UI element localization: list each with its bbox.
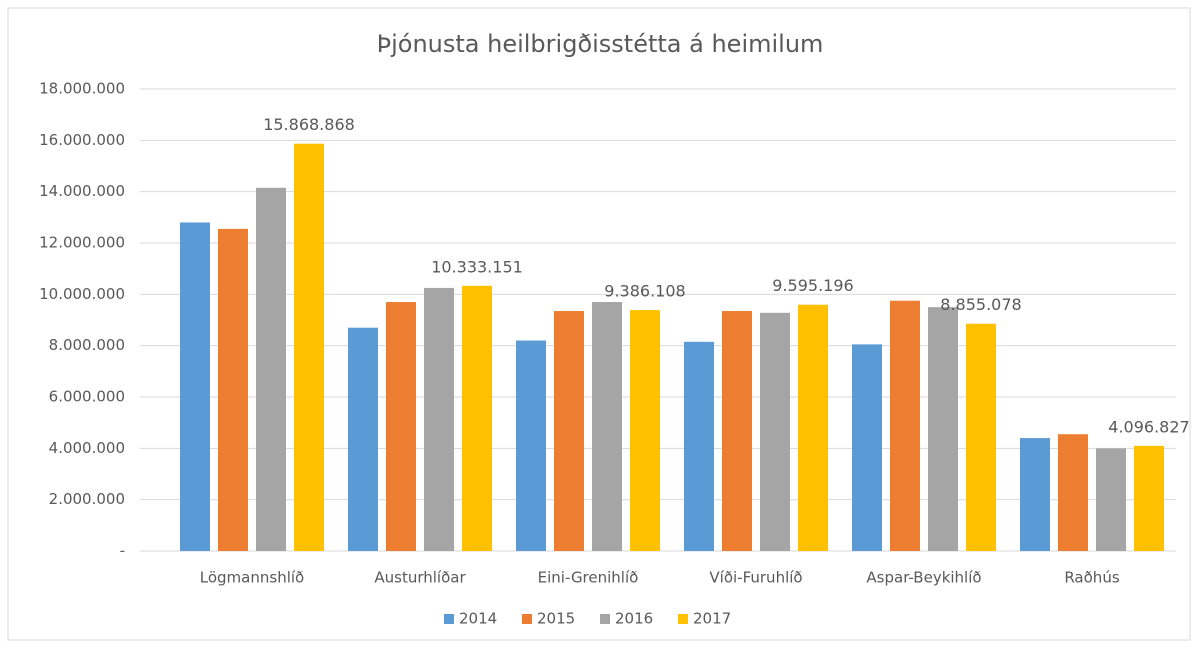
bar — [348, 327, 378, 551]
bar — [928, 307, 958, 551]
bar — [554, 311, 584, 551]
bar — [1096, 448, 1126, 551]
bar — [180, 222, 210, 551]
bar — [722, 311, 752, 551]
bar — [798, 304, 828, 551]
legend-label: 2015 — [537, 610, 575, 628]
bar — [890, 300, 920, 551]
bar — [424, 287, 454, 551]
y-tick-label: 6.000.000 — [49, 388, 125, 406]
legend-label: 2017 — [693, 610, 731, 628]
legend-swatch — [522, 614, 532, 624]
bar — [516, 340, 546, 551]
data-label: 10.333.151 — [431, 257, 523, 276]
y-tick-label: 12.000.000 — [39, 234, 125, 252]
x-tick-label: Austurhlíðar — [374, 569, 466, 587]
data-label: 4.096.827 — [1108, 417, 1189, 436]
bar — [1134, 445, 1164, 551]
y-tick-label: 2.000.000 — [49, 490, 125, 508]
y-tick-label: 16.000.000 — [39, 131, 125, 149]
legend-label: 2014 — [459, 610, 497, 628]
bar — [852, 344, 882, 551]
bar — [630, 310, 660, 551]
bar — [1020, 438, 1050, 551]
x-tick-label: Aspar-Beykihlíð — [866, 569, 981, 587]
data-label: 9.386.108 — [604, 282, 685, 301]
bar — [966, 323, 996, 551]
x-tick-label: Víði-Furuhlíð — [709, 569, 802, 587]
data-label: 8.855.078 — [940, 295, 1021, 314]
y-tick-label: 4.000.000 — [49, 439, 125, 457]
legend-swatch — [678, 614, 688, 624]
y-tick-label: - — [120, 542, 125, 560]
bar — [684, 341, 714, 551]
legend-label: 2016 — [615, 610, 653, 628]
data-label: 9.595.196 — [772, 276, 853, 295]
data-label: 15.868.868 — [263, 115, 355, 134]
bar — [760, 312, 790, 551]
bar — [592, 302, 622, 551]
bar — [256, 187, 286, 552]
x-tick-label: Lögmannshlíð — [200, 569, 304, 587]
x-tick-label: Eini-Grenihlíð — [538, 569, 639, 587]
legend-swatch — [600, 614, 610, 624]
bar — [462, 285, 492, 551]
bar — [218, 228, 248, 551]
y-tick-label: 10.000.000 — [39, 285, 125, 303]
bar — [1058, 434, 1088, 551]
legend-swatch — [444, 614, 454, 624]
chart-title: Þjónusta heilbrigðisstétta á heimilum — [377, 30, 824, 58]
x-tick-label: Raðhús — [1064, 569, 1119, 587]
y-tick-label: 14.000.000 — [39, 182, 125, 200]
bar — [386, 302, 416, 551]
y-tick-label: 8.000.000 — [49, 336, 125, 354]
y-tick-label: 18.000.000 — [39, 80, 125, 98]
bar — [294, 143, 324, 552]
